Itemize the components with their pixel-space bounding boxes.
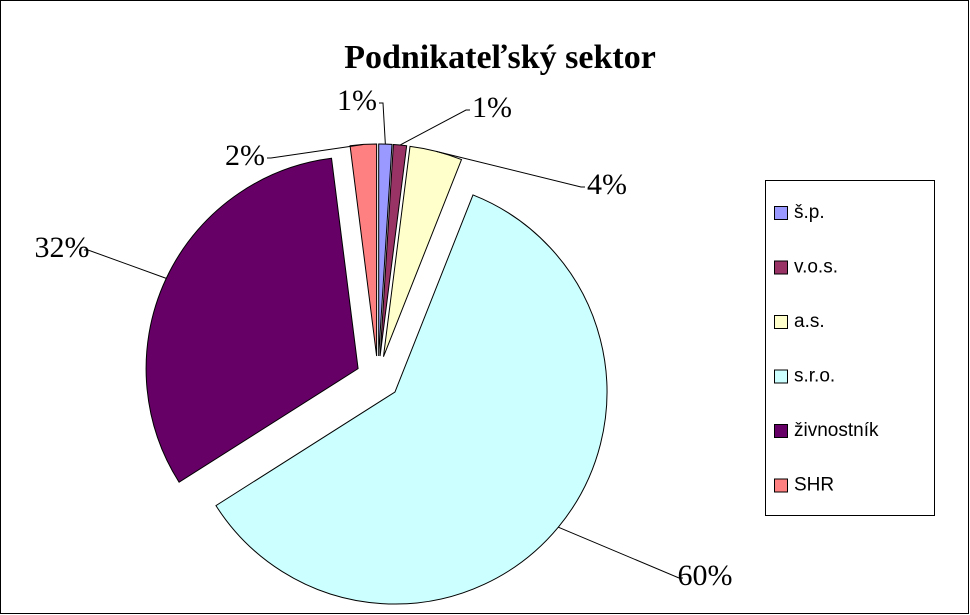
- data-label: 4%: [587, 168, 627, 201]
- leader-line: [84, 249, 167, 279]
- legend-box: [765, 180, 935, 516]
- data-label: 2%: [225, 139, 265, 172]
- legend-swatch: [774, 369, 788, 384]
- legend-label: SHR: [794, 475, 834, 496]
- legend-label: a.s.: [794, 311, 825, 332]
- legend-swatch: [774, 424, 788, 438]
- leader-line: [267, 143, 364, 159]
- legend-label: š.p.: [794, 202, 825, 223]
- data-label: 60%: [678, 559, 733, 592]
- leader-line: [399, 109, 470, 146]
- legend-swatch: [774, 478, 788, 493]
- legend-label: s.r.o.: [794, 366, 835, 387]
- data-label: 1%: [472, 91, 512, 124]
- legend-swatch: [774, 260, 788, 275]
- leader-line: [558, 526, 683, 579]
- data-label: 1%: [337, 84, 377, 117]
- leader-line: [436, 150, 585, 188]
- legend-label: v.o.s.: [794, 257, 838, 278]
- pie-slice: [145, 157, 359, 483]
- legend-swatch: [774, 315, 788, 329]
- leader-line: [379, 102, 386, 145]
- legend-label: živnostník: [794, 420, 879, 441]
- pie-slice: [349, 143, 378, 357]
- legend-swatch: [774, 206, 788, 220]
- chart-title: Podnikateľský sektor: [344, 39, 656, 76]
- pie-slice: [382, 145, 463, 357]
- data-label: 32%: [35, 231, 90, 264]
